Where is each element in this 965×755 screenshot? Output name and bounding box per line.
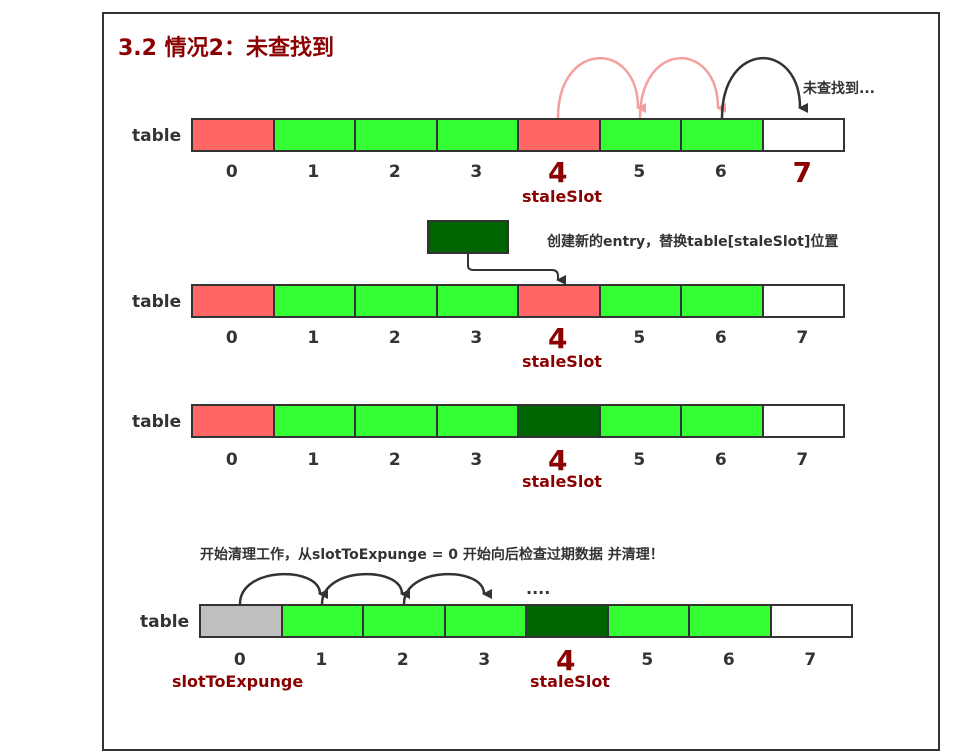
row2-index-7: 7 xyxy=(796,328,809,348)
row3-index-6: 6 xyxy=(714,450,727,470)
row4-index-2: 2 xyxy=(396,650,409,670)
row1-index-1: 1 xyxy=(307,162,320,182)
row4-index-3: 3 xyxy=(478,650,491,670)
row4-table-label: table xyxy=(140,612,190,632)
row2-cell-5 xyxy=(598,284,682,318)
row1-staleslot-label: staleSlot xyxy=(522,187,602,206)
row4-arc-0-to-1 xyxy=(238,572,329,605)
new-entry-box xyxy=(427,220,509,254)
row4-cell-7 xyxy=(769,604,853,638)
row1-cell-2 xyxy=(354,118,438,152)
row1-cell-7 xyxy=(761,118,845,152)
row3-cell-5 xyxy=(598,404,682,438)
row4-index-7: 7 xyxy=(804,650,817,670)
row3-index-7: 7 xyxy=(796,450,809,470)
row1-index-0: 0 xyxy=(225,162,238,182)
row1-table-label: table xyxy=(132,126,182,146)
diagram-title: 3.2 情况2：未查找到 xyxy=(118,36,334,61)
row3-index-5: 5 xyxy=(633,450,646,470)
row3-cell-7 xyxy=(761,404,845,438)
row1-cell-5 xyxy=(598,118,682,152)
row2-index-3: 3 xyxy=(470,328,483,348)
row2-cell-0 xyxy=(191,284,275,318)
row4-index-0: 0 xyxy=(233,650,246,670)
row4-cell-2 xyxy=(362,604,446,638)
row1-index-5: 5 xyxy=(633,162,646,182)
row4-index-1: 1 xyxy=(315,650,328,670)
row3-index-4: 4 xyxy=(548,444,568,477)
row4-cell-1 xyxy=(280,604,364,638)
row4-staleslot-label: staleSlot xyxy=(530,672,610,691)
row2-cell-3 xyxy=(435,284,519,318)
row1-index-2: 2 xyxy=(388,162,401,182)
row4-slottoexpunge-label: slotToExpunge xyxy=(172,672,304,691)
row2-index-5: 5 xyxy=(633,328,646,348)
row4-arc-2-to-3 xyxy=(402,572,493,605)
row1-cell-3 xyxy=(435,118,519,152)
row4-arc-1-to-2 xyxy=(320,572,411,605)
row2-index-2: 2 xyxy=(388,328,401,348)
row2-index-4: 4 xyxy=(548,322,568,355)
row3-cell-6 xyxy=(680,404,764,438)
row4-note-cleanup: 开始清理工作，从slotToExpunge = 0 开始向后检查过期数据 并清理… xyxy=(200,547,664,563)
row1-note-not-found: 未查找到... xyxy=(803,81,875,97)
row3-staleslot-label: staleSlot xyxy=(522,472,602,491)
row1-index-6: 6 xyxy=(714,162,727,182)
row1-cell-6 xyxy=(680,118,764,152)
row1-index-3: 3 xyxy=(470,162,483,182)
row1-index-4: 4 xyxy=(548,156,568,189)
row3-table-label: table xyxy=(132,412,182,432)
row2-cell-2 xyxy=(354,284,438,318)
row2-staleslot-label: staleSlot xyxy=(522,352,602,371)
row4-index-6: 6 xyxy=(722,650,735,670)
row2-note-create-entry: 创建新的entry，替换table[staleSlot]位置 xyxy=(547,234,839,250)
row4-index-5: 5 xyxy=(641,650,654,670)
row2-index-0: 0 xyxy=(225,328,238,348)
row1-index-7: 7 xyxy=(792,156,812,189)
row2-index-6: 6 xyxy=(714,328,727,348)
row2-cell-1 xyxy=(272,284,356,318)
row2-entry-connector xyxy=(467,254,566,285)
row2-cell-7 xyxy=(761,284,845,318)
row1-cell-0 xyxy=(191,118,275,152)
row3-cell-4 xyxy=(517,404,601,438)
row2-cell-4 xyxy=(517,284,601,318)
row4-cell-4 xyxy=(525,604,609,638)
diagram-frame xyxy=(102,12,940,751)
row3-index-2: 2 xyxy=(388,450,401,470)
row1-cell-1 xyxy=(272,118,356,152)
row3-index-0: 0 xyxy=(225,450,238,470)
row1-arc-4-to-5 xyxy=(556,57,647,119)
row3-index-3: 3 xyxy=(470,450,483,470)
row3-cell-2 xyxy=(354,404,438,438)
row4-dots: .... xyxy=(526,579,551,598)
row1-arc-6-to-7 xyxy=(720,56,809,119)
row4-cell-5 xyxy=(606,604,690,638)
row1-arc-5-to-6 xyxy=(638,56,727,119)
row2-table-label: table xyxy=(132,292,182,312)
row2-index-1: 1 xyxy=(307,328,320,348)
row3-index-1: 1 xyxy=(307,450,320,470)
row4-index-4: 4 xyxy=(556,644,576,677)
row4-cell-0 xyxy=(199,604,283,638)
